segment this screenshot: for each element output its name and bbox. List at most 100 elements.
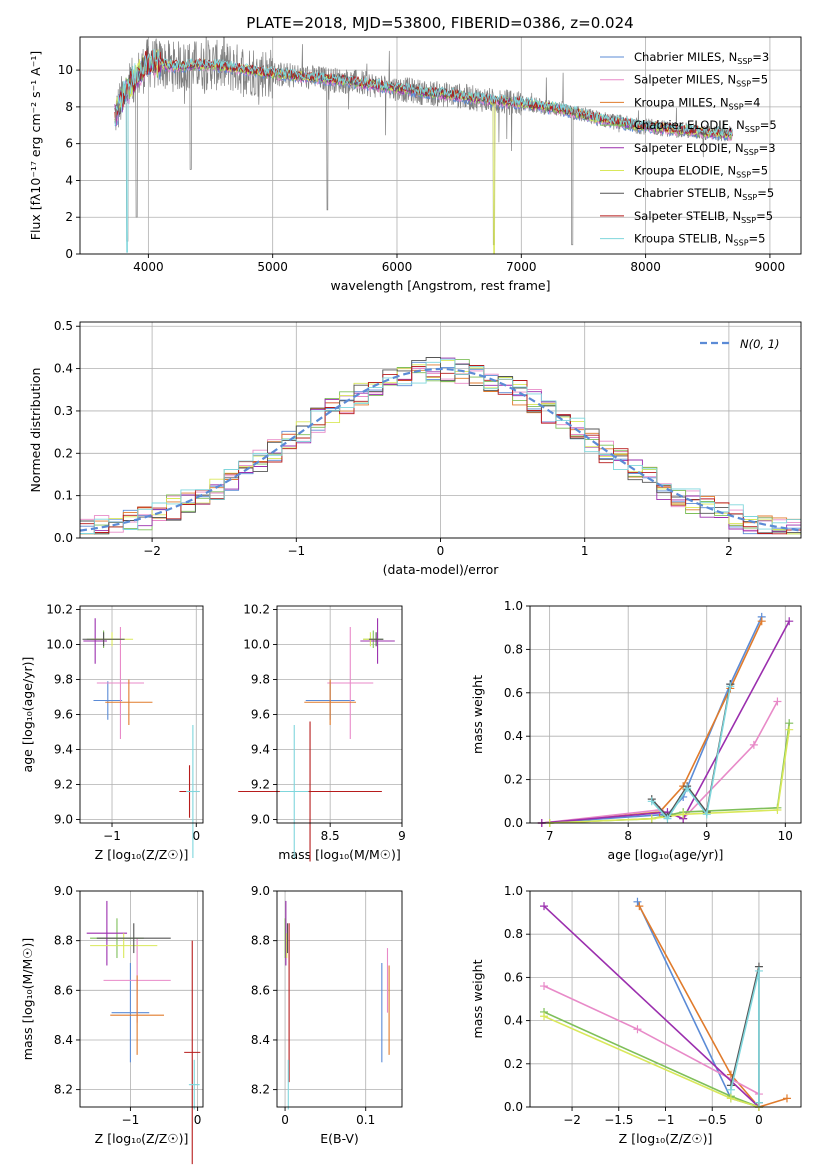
legend-subscript: SSP [736,171,751,180]
residual-histogram-step [80,358,801,534]
y-tick-label: 9.6 [54,708,73,722]
x-axis-label: E(B-V) [320,1131,359,1146]
residual-histogram-step [80,359,801,535]
mass-weight-marker [785,617,794,626]
mass-weight-marker [663,814,672,823]
panel-mass-vs-Z: −1 0 8.2 8.4 8.6 8.8 9.0 Z [log₁₀(Z/Z☉)] mass [l… [20,884,204,1165]
x-tick-label: 8000 [630,260,661,274]
legend-entry: N(0, 1) [740,337,780,351]
x-axis-label: wavelength [Angstrom, rest frame] [330,278,550,293]
y-tick-label: 0.2 [504,1057,523,1071]
mass-weight-marker [540,902,549,911]
legend-subscript: SSP [744,148,759,157]
y-tick-label: 0.1 [54,489,73,503]
y-tick-label: 0.0 [504,1100,523,1114]
axes-frame [79,36,802,255]
x-tick-label: 10 [778,829,793,843]
y-tick-label: 8.6 [251,983,270,997]
axes-frame [79,890,204,1108]
legend-text: Kroupa MILES, N [634,95,729,109]
legend-subscript: SSP [737,57,752,66]
legend-entry: Kroupa STELIB, NSSP=5 [634,232,765,248]
x-axis-label: mass [log₁₀(M/M☉)] [278,847,400,862]
mass-weight-marker [683,784,692,793]
y-tick-label: 2 [65,210,73,224]
y-tick-label: 10.0 [243,638,270,652]
legend-text: Kroupa STELIB, N [634,232,734,246]
axes-frame [276,890,403,1108]
y-tick-label: 8.4 [251,1033,270,1047]
legend-text: Salpeter STELIB, N [634,209,741,223]
legend-subscript: SSP [736,80,751,89]
y-tick-label: 1.0 [504,599,523,613]
y-tick-label: 8.2 [54,1083,73,1097]
x-tick-label: 0 [281,1113,289,1127]
legend-count: =3 [752,50,769,64]
y-tick-label: 1.0 [504,884,523,898]
x-tick-label: 8 [624,829,632,843]
model-spectrum-line [114,49,733,253]
legend-entry: Chabrier MILES, NSSP=3 [634,50,769,66]
x-tick-label: −0.5 [698,1113,727,1127]
y-tick-label: 8.8 [54,934,73,948]
axes-frame [276,605,403,824]
y-tick-label: 9.2 [54,778,73,792]
y-tick-label: 0.5 [54,319,73,333]
y-axis-label: age [log₁₀(age/yr)] [20,657,35,773]
legend-entry: Salpeter STELIB, NSSP=5 [634,209,773,225]
legend-text: Kroupa ELODIE, N [634,164,736,178]
x-tick-label: −1.5 [604,1113,633,1127]
mass-weight-marker [785,725,794,734]
x-tick-label: 5000 [257,260,288,274]
y-tick-label: 9.0 [54,813,73,827]
y-tick-label: 9.4 [54,743,73,757]
y-tick-label: 9.0 [54,884,73,898]
legend-subscript: SSP [745,125,760,134]
axes-frame [79,321,802,539]
legend-count: =5 [751,164,768,178]
y-axis-label: mass weight [470,675,485,754]
y-tick-label: 0.4 [54,362,73,376]
legend-text: Salpeter MILES, N [634,73,736,87]
legend-count: =4 [744,95,761,109]
mass-weight-marker [754,1098,763,1107]
x-tick-label: 9 [703,829,711,843]
legend-count: =5 [760,118,777,132]
mass-weight-marker [726,682,735,691]
y-axis-label: mass weight [470,959,485,1038]
panel-age-vs-mass: 8.5 9 9.0 9.2 9.4 9.6 9.8 10.0 10.2 mass [log₁₀(M… [238,603,406,862]
x-tick-label: 4000 [133,260,164,274]
x-tick-label: 8.5 [321,829,340,843]
legend-count: =5 [756,209,773,223]
legend-entry: Salpeter MILES, NSSP=5 [634,73,768,89]
mass-weight-marker [726,1085,735,1094]
legend-subscript: SSP [729,102,744,111]
x-tick-label: −1 [122,1113,140,1127]
y-axis-label: mass [log₁₀(M/M☉)] [20,938,35,1060]
mass-weight-marker [679,810,688,819]
x-axis-label: Z [log₁₀(Z/Z☉)] [95,1131,189,1146]
x-tick-label: 0.1 [356,1113,375,1127]
x-tick-label: −1 [657,1113,675,1127]
y-tick-label: 0 [65,247,73,261]
x-tick-label: 0 [194,1113,202,1127]
y-tick-label: 9.8 [54,673,73,687]
gaussian-reference-line [79,367,802,532]
x-tick-label: 1 [581,544,589,558]
y-tick-label: 0.6 [504,686,523,700]
y-tick-label: 8.6 [54,983,73,997]
y-axis-label: Normed distribution [28,368,43,493]
x-tick-label: 9000 [755,260,786,274]
axes-frame [79,605,204,824]
y-tick-label: 9.4 [251,743,270,757]
mass-weight-marker [754,966,763,975]
x-tick-label: −2 [563,1113,581,1127]
legend-entry: Kroupa ELODIE, NSSP=5 [634,164,768,180]
legend-text: Salpeter ELODIE, N [634,141,744,155]
mass-weight-marker [726,1094,735,1103]
mass-weight-marker [757,617,766,626]
mass-weight-marker [749,740,758,749]
y-tick-label: 8.8 [251,934,270,948]
